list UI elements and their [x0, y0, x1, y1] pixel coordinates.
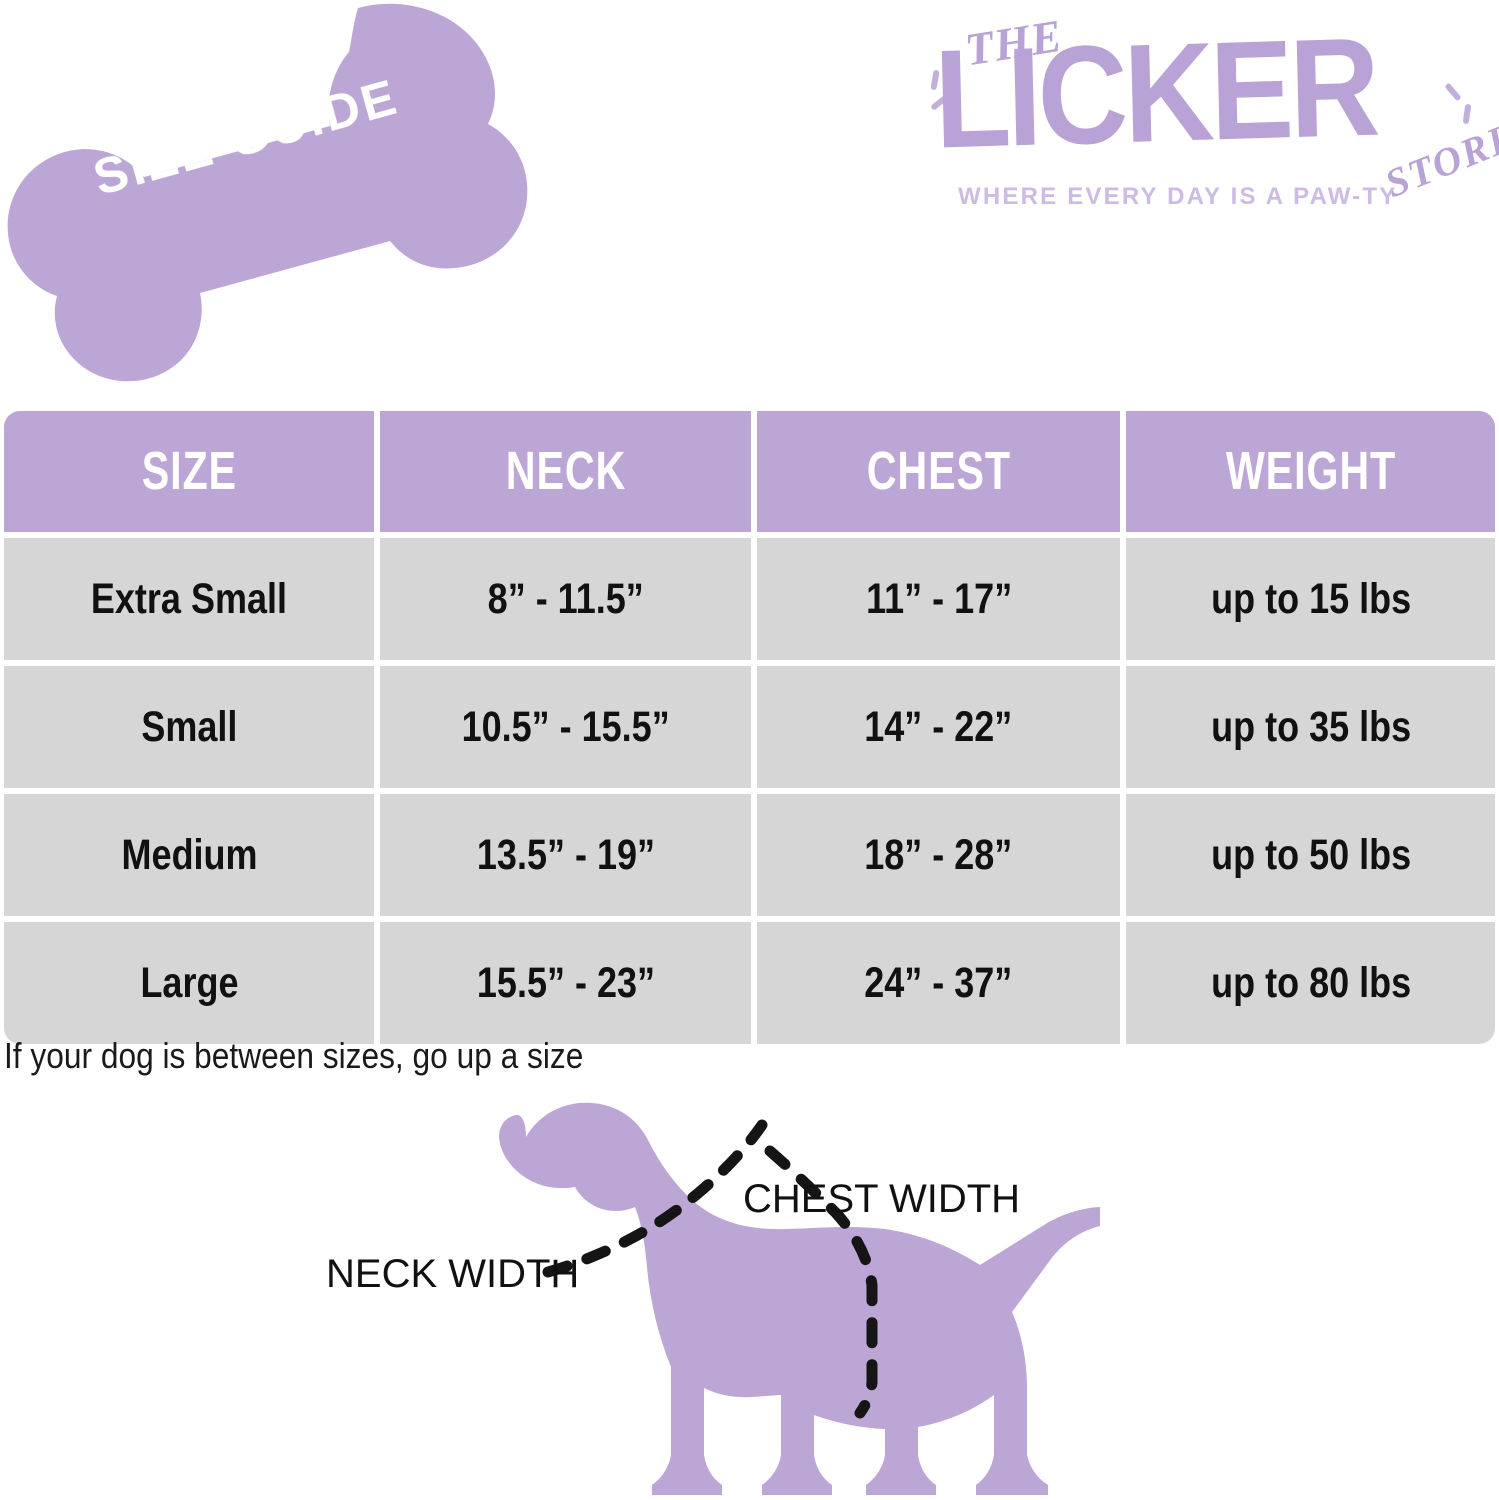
- table-row: Large 15.5” - 23” 24” - 37” up to 80 lbs: [4, 922, 1495, 1044]
- header-label: WEIGHT: [1225, 441, 1396, 502]
- cell-text: 14” - 22”: [864, 703, 1013, 750]
- cell-size: Small: [4, 666, 375, 788]
- size-note-text: If your dog is between sizes, go up a si…: [4, 1035, 584, 1076]
- cell-text: 15.5” - 23”: [476, 959, 655, 1006]
- cell-weight: up to 50 lbs: [1126, 794, 1495, 916]
- sparkle-icon: [1444, 82, 1462, 102]
- dog-silhouette-icon: [499, 1102, 1100, 1495]
- cell-text: up to 35 lbs: [1210, 703, 1411, 750]
- column-header-chest: CHEST: [756, 411, 1121, 532]
- cell-neck: 15.5” - 23”: [380, 922, 751, 1044]
- table-header-row: SIZE NECK CHEST WEIGHT: [4, 411, 1495, 532]
- cell-text: Large: [140, 959, 239, 1006]
- cell-neck: 10.5” - 15.5”: [380, 666, 751, 788]
- sparkle-icon: [1462, 103, 1472, 125]
- cell-text: 13.5” - 19”: [476, 831, 655, 878]
- size-guide-badge: SIZE GUIDE: [0, 0, 540, 400]
- cell-chest: 24” - 37”: [756, 922, 1121, 1044]
- cell-size: Medium: [4, 794, 375, 916]
- cell-text: up to 15 lbs: [1210, 575, 1411, 622]
- cell-text: Extra Small: [91, 575, 288, 622]
- table-row: Small 10.5” - 15.5” 14” - 22” up to 35 l…: [4, 666, 1495, 788]
- neck-width-label: NECK WIDTH: [326, 1252, 580, 1296]
- cell-text: up to 80 lbs: [1210, 959, 1411, 1006]
- cell-neck: 13.5” - 19”: [380, 794, 751, 916]
- bone-icon: [7, 3, 528, 382]
- cell-size: Large: [4, 922, 375, 1044]
- cell-text: 11” - 17”: [865, 575, 1012, 622]
- cell-chest: 14” - 22”: [756, 666, 1121, 788]
- header-label: SIZE: [141, 441, 237, 502]
- cell-weight: up to 80 lbs: [1126, 922, 1495, 1044]
- cell-chest: 11” - 17”: [756, 538, 1121, 660]
- column-header-neck: NECK: [380, 411, 751, 532]
- cell-neck: 8” - 11.5”: [380, 538, 751, 660]
- measurement-diagram: NECK WIDTH CHEST WIDTH: [300, 1095, 1300, 1500]
- cell-text: up to 50 lbs: [1210, 831, 1411, 878]
- neck-measurement-line: [542, 1119, 768, 1278]
- cell-weight: up to 15 lbs: [1126, 538, 1495, 660]
- cell-text: 24” - 37”: [864, 959, 1013, 1006]
- header-label: NECK: [505, 441, 626, 502]
- cell-text: 8” - 11.5”: [487, 575, 644, 622]
- cell-size: Extra Small: [4, 538, 375, 660]
- cell-weight: up to 35 lbs: [1126, 666, 1495, 788]
- cell-text: Medium: [121, 831, 258, 878]
- brand-tagline: WHERE EVERY DAY IS A PAW-TY: [958, 183, 1398, 210]
- chest-measurement-line: [764, 1145, 878, 1419]
- cell-chest: 18” - 28”: [756, 794, 1121, 916]
- cell-text: 10.5” - 15.5”: [461, 703, 670, 750]
- table-row: Extra Small 8” - 11.5” 11” - 17” up to 1…: [4, 538, 1495, 660]
- brand-logo: THE LICKER STORE WHERE EVERY DAY IS A PA…: [930, 8, 1499, 218]
- size-chart-table: SIZE NECK CHEST WEIGHT Extra Small 8” - …: [4, 411, 1495, 1044]
- brand-name: LICKER: [932, 9, 1378, 178]
- table-row: Medium 13.5” - 19” 18” - 28” up to 50 lb…: [4, 794, 1495, 916]
- cell-text: Small: [141, 703, 238, 750]
- cell-text: 18” - 28”: [864, 831, 1013, 878]
- column-header-weight: WEIGHT: [1126, 411, 1495, 532]
- header-label: CHEST: [866, 441, 1011, 502]
- column-header-size: SIZE: [4, 411, 375, 532]
- chest-width-label: CHEST WIDTH: [743, 1177, 1021, 1221]
